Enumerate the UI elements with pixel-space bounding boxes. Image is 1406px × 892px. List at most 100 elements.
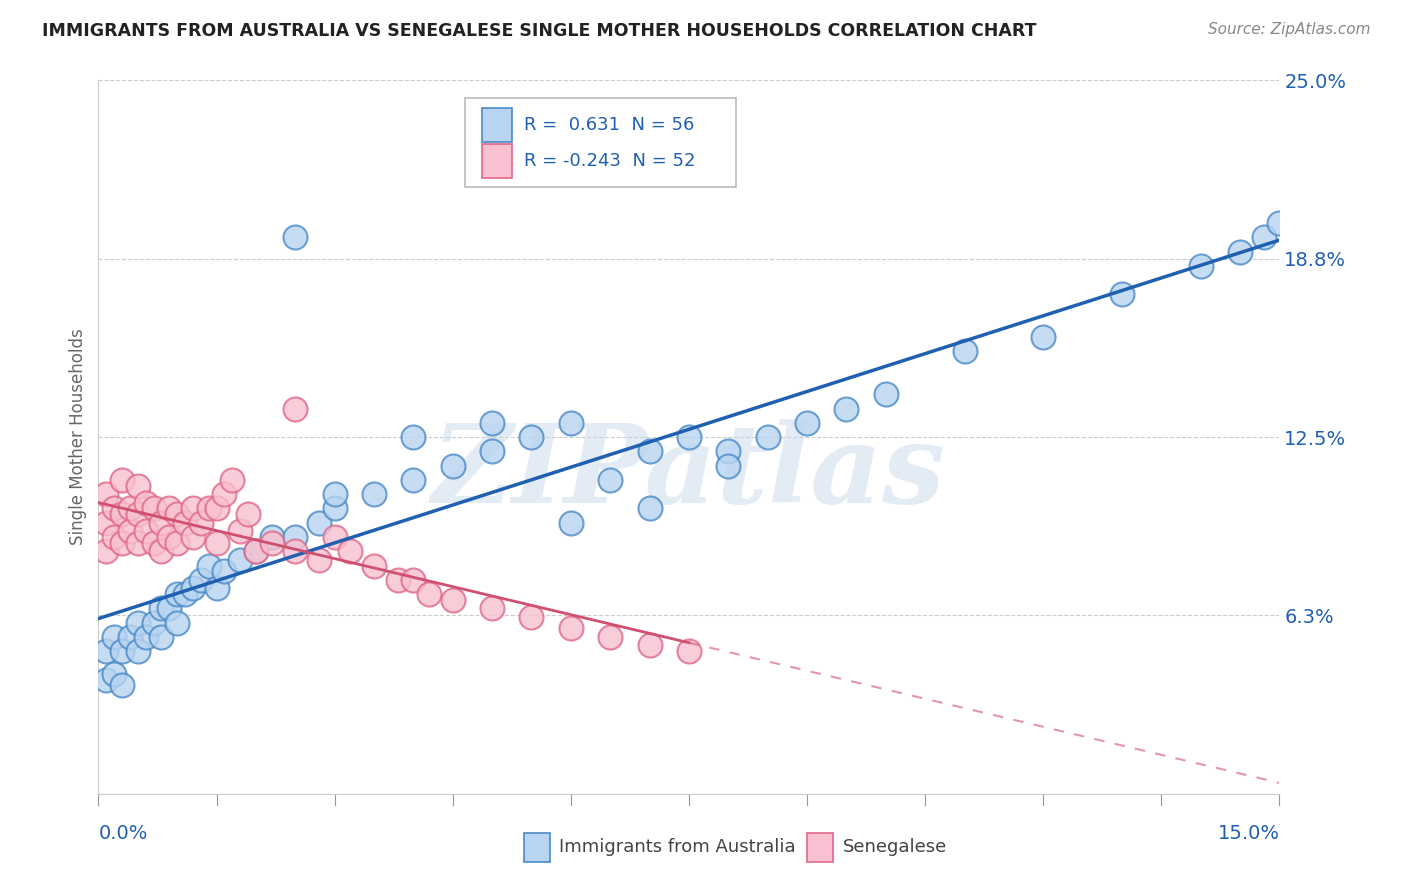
Bar [807, 833, 832, 862]
Point [205, 582, 228, 596]
Point [166, 535, 188, 549]
Text: IMMIGRANTS FROM AUSTRALIA VS SENEGALESE SINGLE MOTHER HOUSEHOLDS CORRELATION CHA: IMMIGRANTS FROM AUSTRALIA VS SENEGALESE … [42, 22, 1036, 40]
Point [560, 516, 582, 530]
Point [166, 587, 188, 601]
Point [205, 535, 228, 549]
Point [308, 553, 330, 567]
Point [560, 621, 582, 635]
Text: ZIPatlas: ZIPatlas [432, 419, 946, 526]
Point [260, 535, 283, 549]
Point [96, 673, 118, 687]
Point [441, 458, 464, 473]
Point [387, 573, 409, 587]
Point [308, 516, 330, 530]
Point [284, 530, 307, 544]
Point [96, 516, 118, 530]
Point [197, 501, 219, 516]
Text: Source: ZipAtlas.com: Source: ZipAtlas.com [1208, 22, 1371, 37]
Point [481, 416, 503, 430]
Y-axis label: Single Mother Households: Single Mother Households [69, 329, 87, 545]
Point [678, 644, 700, 658]
Bar [482, 108, 512, 142]
Point [638, 639, 661, 653]
Point [363, 487, 385, 501]
Text: R =  0.631  N = 56: R = 0.631 N = 56 [523, 116, 695, 134]
Point [418, 587, 440, 601]
Point [796, 416, 818, 430]
Point [678, 430, 700, 444]
Point [520, 430, 543, 444]
Point [756, 430, 779, 444]
Point [229, 524, 252, 539]
Point [1253, 230, 1275, 244]
Point [157, 530, 180, 544]
Point [441, 592, 464, 607]
Point [181, 501, 204, 516]
Point [118, 501, 141, 516]
Point [481, 444, 503, 458]
Point [1111, 287, 1133, 301]
Point [166, 507, 188, 521]
Point [174, 587, 197, 601]
Text: Immigrants from Australia: Immigrants from Australia [560, 838, 796, 856]
Point [599, 473, 621, 487]
Point [142, 615, 165, 630]
Point [560, 416, 582, 430]
Point [835, 401, 858, 416]
Point [323, 487, 346, 501]
Point [875, 387, 897, 401]
Point [157, 601, 180, 615]
Point [96, 487, 118, 501]
Point [127, 535, 149, 549]
Point [1268, 216, 1291, 230]
Point [221, 473, 243, 487]
Text: R = -0.243  N = 52: R = -0.243 N = 52 [523, 152, 695, 169]
Point [142, 535, 165, 549]
Point [111, 507, 134, 521]
Point [181, 530, 204, 544]
Point [245, 544, 267, 558]
Point [638, 501, 661, 516]
Point [402, 473, 425, 487]
Point [323, 501, 346, 516]
Point [135, 496, 157, 510]
Point [260, 530, 283, 544]
Point [953, 344, 976, 359]
Point [150, 544, 173, 558]
Point [142, 501, 165, 516]
Text: Senegalese: Senegalese [842, 838, 946, 856]
Point [284, 401, 307, 416]
Bar [523, 833, 550, 862]
Point [236, 507, 259, 521]
Point [205, 501, 228, 516]
Point [402, 430, 425, 444]
Point [520, 610, 543, 624]
Point [599, 630, 621, 644]
Point [127, 644, 149, 658]
Point [111, 535, 134, 549]
Point [157, 501, 180, 516]
Point [197, 558, 219, 573]
Bar [482, 144, 512, 178]
Point [229, 553, 252, 567]
Point [96, 644, 118, 658]
Point [481, 601, 503, 615]
Point [127, 478, 149, 492]
Point [150, 601, 173, 615]
Point [638, 444, 661, 458]
Point [181, 582, 204, 596]
FancyBboxPatch shape [464, 98, 737, 187]
Point [1229, 244, 1251, 259]
Point [174, 516, 197, 530]
Point [118, 524, 141, 539]
Point [111, 473, 134, 487]
Point [1032, 330, 1054, 344]
Point [323, 530, 346, 544]
Point [103, 530, 125, 544]
Point [103, 501, 125, 516]
Point [402, 573, 425, 587]
Point [135, 524, 157, 539]
Point [150, 630, 173, 644]
Point [166, 615, 188, 630]
Point [118, 630, 141, 644]
